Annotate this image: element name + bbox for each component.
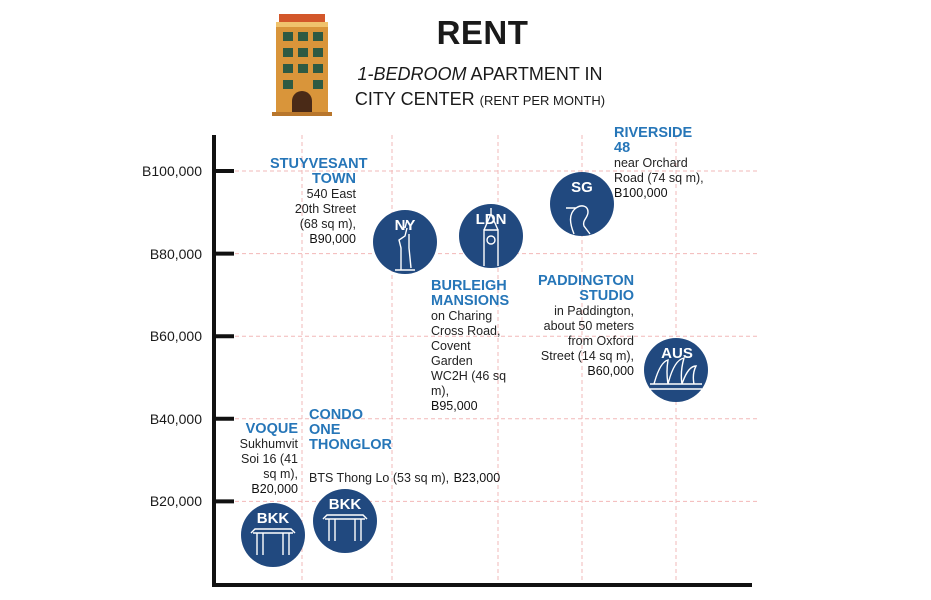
city-label-ldn: LDN: [475, 211, 507, 228]
annotation-condo-one-details: BTS Thong Lo (53 sq m), B23,000: [309, 469, 500, 487]
listing-description: in Paddington, about 50 meters from Oxfo…: [540, 304, 634, 363]
points: [241, 172, 708, 567]
city-label-aus: AUS: [661, 345, 693, 362]
listing-description: Sukhumvit Soi 16 (41 sq m),: [239, 437, 298, 481]
listing-name: CONDO ONE THONGLOR: [309, 407, 392, 453]
city-marker-ldn: [459, 204, 523, 268]
subtitle-rest: APARTMENT IN: [470, 64, 603, 84]
listing-price: B95,000: [431, 399, 478, 413]
city-marker-bkk: [313, 489, 377, 553]
city-circle: [373, 210, 437, 274]
listing-price: B100,000: [614, 186, 668, 200]
listing-price: B23,000: [453, 471, 501, 485]
listing-name: BURLEIGH MANSIONS: [431, 278, 510, 309]
city-label-bkk-2: BKK: [328, 496, 362, 513]
listing-price: B90,000: [309, 232, 356, 246]
listing-name: PADDINGTON STUDIO: [538, 273, 635, 304]
y-tick-label: B60,000: [149, 328, 202, 344]
listing-price: B60,000: [587, 364, 634, 378]
city-marker-aus: [644, 338, 708, 402]
listing-description: 540 East 20th Street (68 sq m),: [294, 187, 356, 231]
subtitle-line2: CITY CENTER: [354, 89, 475, 109]
city-circle: [550, 172, 614, 236]
city-marker-ny: [373, 210, 437, 274]
city-marker-sg: [550, 172, 614, 236]
annotation-burleigh: BURLEIGH MANSIONS on Charing Cross Road,…: [431, 278, 511, 414]
annotation-stuyvesant: STUYVESANT TOWN 540 East 20th Street (68…: [270, 156, 368, 247]
annotation-voque: VOQUE Sukhumvit Soi 16 (41 sq m), B20,00…: [226, 421, 298, 497]
subtitle-small: (RENT PER MONTH): [479, 93, 606, 108]
city-label-sg: SG: [571, 179, 593, 196]
annotation-condo-one: CONDO ONE THONGLOR: [309, 407, 392, 453]
opera-house-icon: [650, 357, 702, 390]
page-title: RENT: [436, 14, 529, 51]
y-tick-label: B100,000: [142, 163, 202, 179]
gate-icon: [322, 514, 368, 541]
city-circle: [644, 338, 708, 402]
listing-description: near Orchard Road (74 sq m),: [614, 156, 704, 185]
building-icon: [272, 14, 332, 116]
annotation-riverside: RIVERSIDE 48 near Orchard Road (74 sq m)…: [614, 125, 710, 201]
y-tick-label: B80,000: [149, 246, 202, 262]
annotation-paddington: PADDINGTON STUDIO in Paddington, about 5…: [538, 273, 635, 379]
city-label-bkk-1: BKK: [256, 510, 290, 527]
listing-description: BTS Thong Lo (53 sq m),: [309, 471, 450, 485]
subtitle-italic: 1-BEDROOM: [357, 64, 467, 84]
y-tick-label: B40,000: [149, 411, 202, 427]
big-ben-icon: [483, 208, 499, 266]
y-tick-label: B20,000: [149, 493, 202, 509]
subtitle: 1-BEDROOM APARTMENT IN CITY CENTER (RENT…: [330, 62, 630, 113]
listing-price: B20,000: [251, 482, 298, 496]
city-marker-bkk: [241, 503, 305, 567]
merlion-icon: [566, 205, 591, 235]
gate-icon: [250, 528, 296, 555]
listing-name: STUYVESANT TOWN: [270, 156, 368, 187]
statue-of-liberty-icon: [395, 219, 415, 271]
grid: [214, 135, 760, 584]
city-label-ny: NY: [394, 217, 416, 234]
listing-name: RIVERSIDE 48: [614, 125, 693, 156]
listing-description: on Charing Cross Road, Covent Garden WC2…: [431, 309, 507, 398]
listing-name: VOQUE: [245, 421, 298, 437]
axes: [212, 135, 752, 587]
